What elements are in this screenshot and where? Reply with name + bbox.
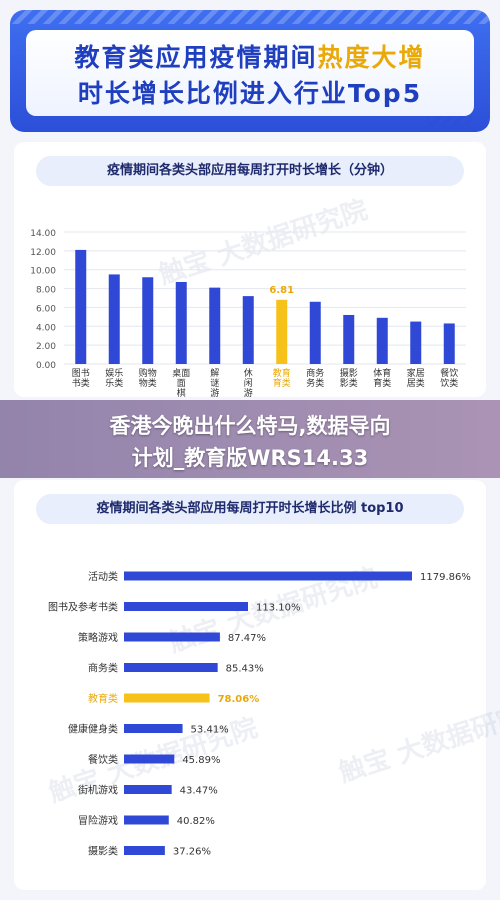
bar-chart-growth-ratio: 活动类 1179.86% 图书及参考书类 113.10% 策略游戏 87.47% 商务类 85… xyxy=(48,570,471,858)
bar-value-label: 1179.86% xyxy=(420,572,471,583)
x-tick-label: 桌面面棋 xyxy=(172,367,190,397)
header-stripes-right xyxy=(426,116,472,126)
bar-图书 xyxy=(75,249,87,364)
bar-value-label: 6.81 xyxy=(269,285,294,296)
bar-value-label: 43.47% xyxy=(180,786,218,797)
bar-value-label: 78.06% xyxy=(218,694,260,705)
y-tick-label: 12.00 xyxy=(30,248,56,258)
bar-教育类 xyxy=(124,693,210,703)
bar-街机游戏 xyxy=(124,785,172,794)
bar-value-label: 37.26% xyxy=(173,847,211,858)
header-title-prefix: 教育类应用疫情期间 xyxy=(74,43,318,72)
x-tick-label: 商务务类 xyxy=(306,367,324,389)
category-label: 活动类 xyxy=(88,570,118,583)
x-tick-label: 解谜游 xyxy=(210,367,219,397)
x-tick-label: 餐饮饮类 xyxy=(440,367,458,389)
chart-panel-growth-ratio: 疫情期间各类头部应用每周打开时长增长比例 top10 触宝 大数据研究院 触宝 … xyxy=(14,480,500,890)
category-label: 图书及参考书类 xyxy=(48,601,118,614)
header-title-line2: 时长增长比例进入行业Top5 xyxy=(77,79,423,108)
category-label: 商务类 xyxy=(88,662,118,675)
bar-解谜 xyxy=(209,287,221,364)
bar-图书及参考书类 xyxy=(124,602,248,611)
category-label: 策略游戏 xyxy=(78,631,118,644)
y-tick-label: 4.00 xyxy=(36,323,56,333)
category-label: 摄影类 xyxy=(88,845,118,858)
category-label: 餐饮类 xyxy=(88,753,118,766)
bar-value-label: 45.89% xyxy=(182,755,220,766)
y-tick-label: 6.00 xyxy=(36,304,56,314)
x-tick-label: 购物物类 xyxy=(139,367,157,389)
bar-冒险游戏 xyxy=(124,815,169,825)
category-label: 教育类 xyxy=(88,692,118,705)
x-tick-label: 家居居类 xyxy=(407,367,425,389)
category-label: 冒险游戏 xyxy=(78,814,118,827)
category-label: 街机游戏 xyxy=(78,784,118,797)
bar-摄影 xyxy=(343,314,355,364)
bar-健康健身类 xyxy=(124,724,183,733)
bar-value-label: 85.43% xyxy=(226,664,264,675)
header-stripes xyxy=(10,10,490,24)
bar-餐饮 xyxy=(443,323,455,364)
chart-panel-weekly-minutes: 疫情期间各类头部应用每周打开时长增长（分钟） 触宝 大数据研究院 0.00 2.0… xyxy=(14,142,486,397)
bar-活动类 xyxy=(124,571,412,581)
header-title-box: 教育类应用疫情期间热度大增 时长增长比例进入行业Top5 xyxy=(26,30,474,116)
header-title-highlight: 热度大增 xyxy=(317,43,426,72)
chart2-title: 疫情期间各类头部应用每周打开时长增长比例 top10 xyxy=(36,494,464,524)
bar-体育 xyxy=(376,317,388,364)
x-tick-label: 图书书类 xyxy=(72,368,90,389)
overlay-title-line1: 香港今晚出什么特马,数据导向 xyxy=(109,414,391,438)
bar-商务类 xyxy=(124,663,218,672)
chart1-title: 疫情期间各类头部应用每周打开时长增长（分钟） xyxy=(36,156,464,186)
bar-商务 xyxy=(309,301,321,364)
overlay-title-line2: 计划_教育版WRS14.33 xyxy=(131,446,369,470)
y-tick-label: 14.00 xyxy=(30,229,56,239)
x-tick-label: 教育育类 xyxy=(273,367,291,389)
bar-chart-weekly-minutes: 0.00 2.00 4.00 6.00 8.00 10.00 12.00 14.00 图书书类娱… xyxy=(30,229,466,397)
y-tick-label: 10.00 xyxy=(30,267,56,277)
header-banner: 教育类应用疫情期间热度大增 时长增长比例进入行业Top5 xyxy=(10,10,490,132)
bar-value-label: 113.10% xyxy=(256,603,301,614)
x-tick-label: 摄影影类 xyxy=(340,367,358,389)
bar-教育 xyxy=(276,299,288,364)
overlay-title-band: 香港今晚出什么特马,数据导向 计划_教育版WRS14.33 xyxy=(0,400,500,478)
x-tick-label: 休闲游 xyxy=(244,367,253,397)
y-tick-label: 0.00 xyxy=(36,361,56,371)
bar-摄影类 xyxy=(124,846,165,855)
bar-购物 xyxy=(142,277,154,364)
x-tick-label: 娱乐乐类 xyxy=(105,367,123,389)
bar-value-label: 87.47% xyxy=(228,633,266,644)
bar-娱乐 xyxy=(108,274,120,364)
header-title-line1: 教育类应用疫情期间热度大增 xyxy=(26,38,474,74)
bar-value-label: 40.82% xyxy=(177,816,215,827)
bar-value-label: 53.41% xyxy=(191,725,229,736)
x-tick-label: 体育育类 xyxy=(373,367,391,389)
bar-家居 xyxy=(410,321,422,364)
bar-策略游戏 xyxy=(124,632,220,642)
bar-桌面 xyxy=(175,281,187,364)
bar-休闲 xyxy=(242,296,254,364)
y-tick-label: 2.00 xyxy=(36,342,56,352)
category-label: 健康健身类 xyxy=(68,723,118,736)
y-tick-label: 8.00 xyxy=(36,286,56,296)
bar-餐饮类 xyxy=(124,754,175,764)
